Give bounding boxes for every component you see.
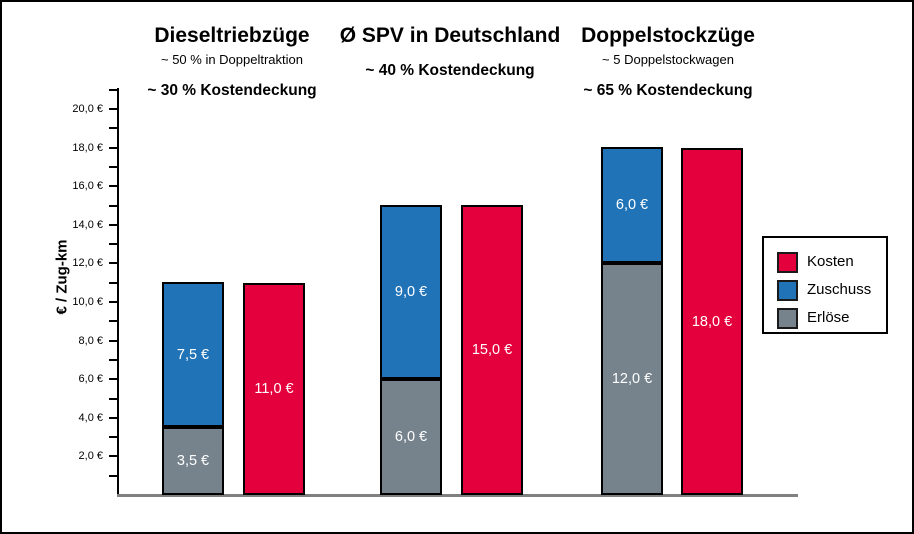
bar-value-label: 18,0 € (691, 313, 733, 330)
y-tick (109, 262, 117, 264)
legend: Kosten Zuschuss Erlöse (762, 236, 888, 334)
bar-zuschuss: 6,0 € (601, 147, 663, 263)
bar-value-label: 7,5 € (176, 346, 210, 363)
y-tick (109, 282, 117, 284)
group-coverage: ~ 30 % Kostendeckung (147, 82, 317, 99)
group-coverage: ~ 40 % Kostendeckung (365, 62, 535, 79)
y-tick (109, 340, 117, 342)
group-header-spv-deutschland: Ø SPV in Deutschland ~ 40 % Kostendeckun… (340, 24, 561, 80)
y-tick-label: 4,0 € (78, 412, 103, 424)
y-tick-label: 12,0 € (72, 257, 103, 269)
y-tick (109, 243, 117, 245)
y-tick-label: 10,0 € (72, 296, 103, 308)
legend-label: Erlöse (807, 309, 850, 326)
y-tick (109, 417, 117, 419)
y-tick (109, 320, 117, 322)
y-tick-label: 20,0 € (72, 103, 103, 115)
y-tick (109, 378, 117, 380)
bar-zuschuss: 7,5 € (162, 282, 224, 427)
y-tick-label: 2,0 € (78, 450, 103, 462)
y-tick (109, 89, 117, 91)
legend-item-erloese: Erlöse (777, 304, 886, 332)
y-tick-label: 18,0 € (72, 142, 103, 154)
group-header-doppelstockzuege: Doppelstockzüge ~ 5 Doppelstockwagen ~ 6… (581, 24, 755, 100)
y-tick (109, 475, 117, 477)
zuschuss-swatch-icon (777, 279, 798, 301)
bar-erloese: 3,5 € (162, 427, 224, 495)
y-tick (109, 436, 117, 438)
y-tick (109, 185, 117, 187)
bar-erloese: 6,0 € (380, 379, 442, 495)
y-tick (109, 166, 117, 168)
bar-erloese: 12,0 € (601, 263, 663, 495)
y-tick-label: 6,0 € (78, 373, 103, 385)
y-tick (109, 147, 117, 149)
y-tick-label: 14,0 € (72, 219, 103, 231)
y-tick-label: 8,0 € (78, 335, 103, 347)
y-tick (109, 455, 117, 457)
group-title: Dieseltriebzüge (154, 24, 310, 47)
bar-value-label: 15,0 € (471, 342, 513, 358)
legend-label: Zuschuss (807, 281, 872, 298)
y-tick (109, 224, 117, 226)
erloese-swatch-icon (777, 307, 798, 329)
kosten-swatch-icon (777, 251, 798, 273)
bar-kosten: 15,0 € (461, 205, 523, 495)
legend-label: Kosten (807, 253, 854, 270)
group-header-dieseltriebzuege: Dieseltriebzüge ~ 50 % in Doppeltraktion… (147, 24, 316, 100)
x-baseline (117, 494, 798, 497)
group-title: Ø SPV in Deutschland (339, 24, 561, 47)
y-tick (109, 127, 117, 129)
bar-value-label: 6,0 € (394, 429, 428, 445)
bar-value-label: 6,0 € (615, 197, 649, 213)
y-tick (109, 108, 117, 110)
bar-value-label: 3,5 € (176, 453, 210, 469)
bar-value-label: 9,0 € (394, 284, 428, 300)
y-axis-line (117, 88, 119, 496)
group-subtitle: ~ 50 % in Doppeltraktion (160, 52, 304, 67)
group-subtitle: ~ 5 Doppelstockwagen (602, 52, 734, 67)
legend-item-kosten: Kosten (777, 248, 886, 276)
group-title: Doppelstockzüge (581, 24, 755, 47)
y-tick (109, 301, 117, 303)
y-tick (109, 205, 117, 207)
y-tick (109, 398, 117, 400)
bar-zuschuss: 9,0 € (380, 205, 442, 379)
bar-value-label: 11,0 € (254, 381, 294, 397)
group-coverage: ~ 65 % Kostendeckung (583, 82, 753, 99)
bar-value-label: 12,0 € (611, 371, 653, 387)
y-tick-label: 16,0 € (72, 180, 103, 192)
legend-item-zuschuss: Zuschuss (777, 276, 886, 304)
bar-kosten: 18,0 € (681, 148, 743, 495)
y-tick (109, 359, 117, 361)
bar-kosten: 11,0 € (243, 283, 305, 495)
